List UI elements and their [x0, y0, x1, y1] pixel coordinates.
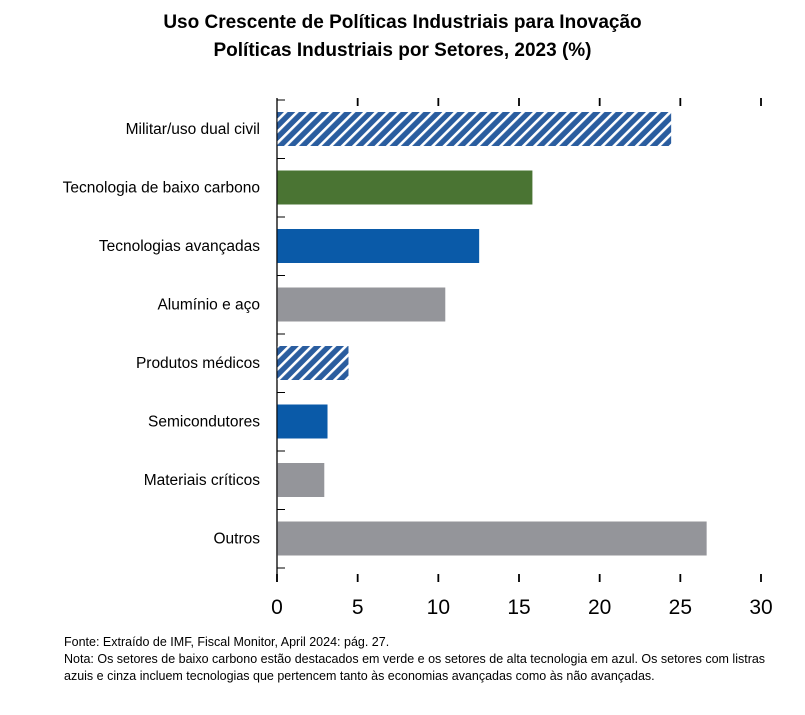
- bar-5: [277, 346, 349, 380]
- x-tick-label-25: 25: [669, 596, 692, 619]
- category-label-1: Militar/uso dual civil: [126, 121, 260, 138]
- bar-6: [277, 404, 328, 439]
- category-label-8: Outros: [213, 531, 260, 548]
- chart-subtitle: Políticas Industriais por Setores, 2023 …: [213, 40, 592, 61]
- plot-area: 0 5 10 15 20 25 30 Militar/uso dual civil Tecnol…: [63, 98, 773, 619]
- category-label-2: Tecnologia de baixo carbono: [63, 180, 260, 197]
- chart-notes: Fonte: Extraído de IMF, Fiscal Monitor, …: [64, 634, 794, 685]
- category-label-3: Tecnologias avançadas: [99, 238, 260, 255]
- category-label-6: Semicondutores: [148, 414, 260, 431]
- x-tick-label-15: 15: [507, 596, 530, 619]
- bar-1: [277, 112, 672, 146]
- bar-8: [277, 521, 707, 556]
- x-tick-label-0: 0: [271, 596, 283, 619]
- bar-4: [277, 287, 446, 322]
- x-tick-label-20: 20: [588, 596, 611, 619]
- x-tick-label-5: 5: [352, 596, 364, 619]
- category-label-4: Alumínio e aço: [157, 297, 260, 314]
- x-tick-label-10: 10: [427, 596, 450, 619]
- source-note: Fonte: Extraído de IMF, Fiscal Monitor, …: [64, 635, 390, 649]
- bar-2: [277, 170, 533, 205]
- x-tick-label-30: 30: [749, 596, 772, 619]
- bar-3: [277, 229, 480, 263]
- bar-7: [277, 463, 325, 497]
- category-label-5: Produtos médicos: [136, 355, 260, 372]
- category-label-7: Materiais críticos: [144, 472, 261, 489]
- chart-title: Uso Crescente de Políticas Industriais p…: [163, 12, 642, 33]
- footnote: Nota: Os setores de baixo carbono estão …: [64, 652, 766, 683]
